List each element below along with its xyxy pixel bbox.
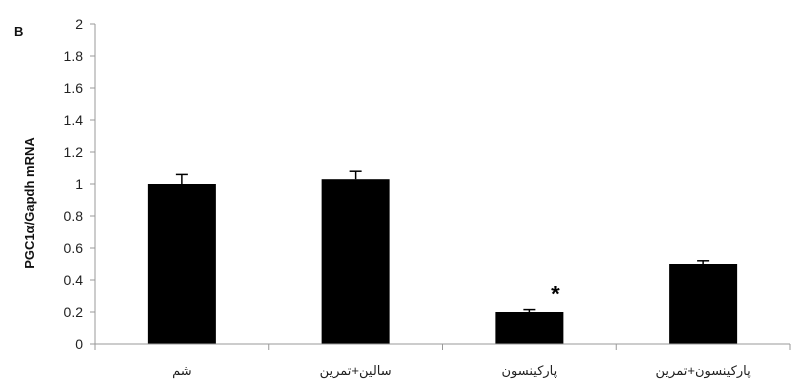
bar <box>495 312 564 344</box>
y-tick-label: 1 <box>75 176 83 192</box>
bar <box>147 184 216 344</box>
x-category-label: سالین+تمرین <box>320 363 392 379</box>
y-axis-label: PGC1α/Gapdh mRNA <box>22 137 37 269</box>
significance-marker: * <box>551 282 560 307</box>
y-tick-label: 0.4 <box>64 272 84 288</box>
x-category-label: پارکینسون+تمرین <box>656 363 752 379</box>
y-tick-label: 1.8 <box>64 48 84 64</box>
y-tick-label: 0.2 <box>64 304 84 320</box>
x-axis: شم سالین+تمرین پارکینسون پارکینسون+تمرین <box>94 343 791 379</box>
x-category-label: شم <box>172 363 192 379</box>
y-tick-label: 2 <box>75 16 83 32</box>
y-tick-label: 1.6 <box>64 80 84 96</box>
y-tick-label: 1.2 <box>64 144 84 160</box>
panel-label: B <box>14 24 23 39</box>
y-tick-label: 0 <box>75 336 83 352</box>
y-tick-label: 1.4 <box>64 112 84 128</box>
bars: * <box>147 170 738 344</box>
bar <box>669 264 738 344</box>
y-tick-label: 0.8 <box>64 208 84 224</box>
y-tick-label: 0.6 <box>64 240 84 256</box>
x-category-label: پارکینسون <box>501 363 557 379</box>
y-axis: 0 0.2 0.4 0.6 0.8 1 1.2 1.4 1.6 1.8 2 <box>64 16 96 352</box>
bar <box>321 179 390 344</box>
